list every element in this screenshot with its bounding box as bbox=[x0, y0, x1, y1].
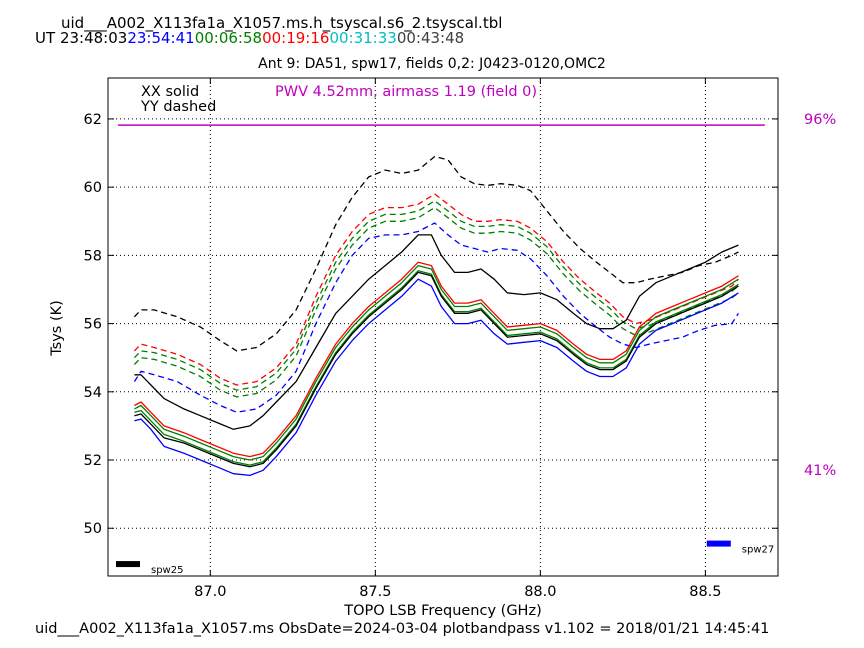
spw-right-label: spw27 bbox=[742, 545, 774, 556]
ut-time-1: 23:54:41 bbox=[127, 29, 195, 47]
ut-label: UT bbox=[35, 29, 56, 47]
y-tick-label-3: 56 bbox=[84, 317, 102, 333]
spw-left-label: spw25 bbox=[151, 565, 183, 576]
series-line-yy-0 bbox=[133, 155, 739, 352]
y-tick-label-4: 58 bbox=[84, 248, 102, 264]
pwv-annotation: PWV 4.52mm, airmass 1.19 (field 0) bbox=[275, 84, 538, 100]
ut-time-3: 00:19:16 bbox=[262, 29, 330, 47]
plot-frame-border bbox=[107, 77, 779, 577]
y-tick-label-5: 60 bbox=[84, 180, 102, 196]
y-tick-label-6: 62 bbox=[84, 112, 102, 128]
ut-time-2: 00:06:58 bbox=[194, 29, 263, 47]
y-tick-label-0: 50 bbox=[84, 521, 102, 537]
series-line-xx-7 bbox=[134, 264, 739, 461]
series-line-yy-2 bbox=[133, 200, 739, 391]
ut-times-row: UT 23:48:0323:54:4100:06:5800:19:1600:31… bbox=[35, 31, 464, 46]
transmission-percent-high: 96% bbox=[804, 112, 837, 128]
antenna-subtitle: Ant 9: DA51, spw17, fields 0,2: J0423-01… bbox=[258, 56, 606, 72]
x-tick-label-0: 87.0 bbox=[194, 584, 226, 600]
transmission-percent-low: 41% bbox=[804, 463, 837, 479]
ut-time-4: 00:31:33 bbox=[329, 29, 397, 47]
y-tick-label-1: 52 bbox=[84, 453, 102, 469]
x-tick-label-3: 88.5 bbox=[689, 584, 721, 600]
series-line-xx-6 bbox=[134, 261, 739, 458]
plot-filename-title: uid___A002_X113fa1a_X1057.ms.h_tsyscal.s… bbox=[61, 14, 503, 32]
y-axis-label: Tsys (K) bbox=[48, 300, 65, 356]
series-line-yy-1 bbox=[133, 193, 739, 386]
y-tick-label-2: 54 bbox=[84, 385, 102, 401]
ut-time-0: 23:48:03 bbox=[59, 29, 128, 47]
footer-observation-info: uid___A002_X113fa1a_X1057.ms ObsDate=202… bbox=[35, 621, 770, 637]
series-line-yy-4 bbox=[133, 222, 739, 413]
ut-time-5: 00:43:48 bbox=[396, 29, 465, 47]
spw-marker-1 bbox=[706, 540, 731, 547]
spw-marker-0 bbox=[116, 561, 141, 568]
x-tick-label-1: 87.5 bbox=[359, 584, 391, 600]
series-line-xx-8 bbox=[134, 270, 739, 466]
legend-yy-dashed: YY dashed bbox=[141, 99, 217, 115]
series-line-yy-3 bbox=[133, 206, 739, 398]
series-line-xx-5 bbox=[134, 234, 739, 430]
series-line-xx-9 bbox=[134, 271, 739, 468]
x-tick-label-2: 88.0 bbox=[524, 584, 556, 600]
series-line-xx-10 bbox=[134, 278, 739, 477]
x-axis-label: TOPO LSB Frequency (GHz) bbox=[344, 603, 542, 619]
legend-xx-solid: XX solid bbox=[141, 84, 200, 100]
ut-times-list: 23:48:0323:54:4100:06:5800:19:1600:31:33… bbox=[60, 29, 464, 47]
plot-area: spw25 spw27 87.0 87.5 88.0 88.5 50 52 54 56 58 60 62 bbox=[84, 77, 779, 600]
